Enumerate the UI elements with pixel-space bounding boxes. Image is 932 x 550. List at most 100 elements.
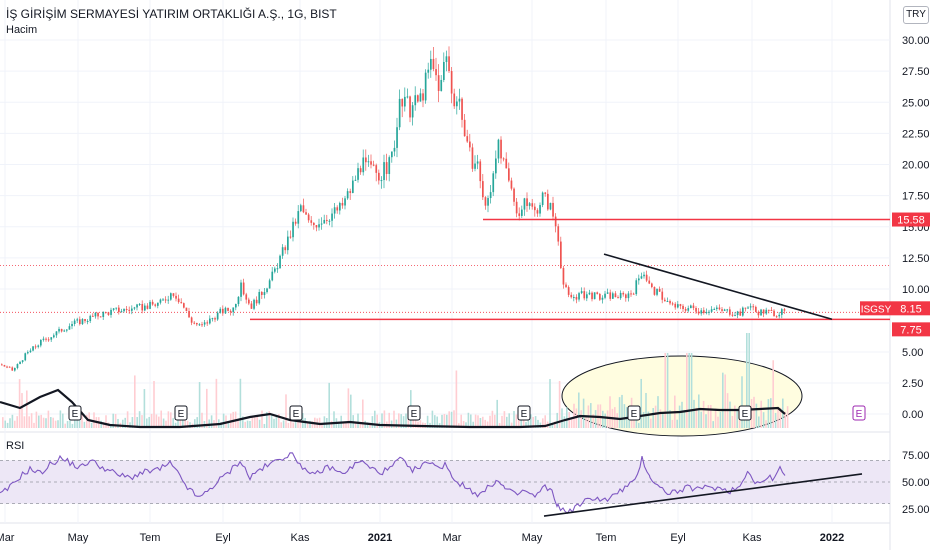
rsi-trendline bbox=[543, 473, 863, 517]
currency-button[interactable]: TRY bbox=[903, 6, 929, 24]
volume-bar bbox=[179, 419, 182, 428]
candle-body bbox=[380, 180, 383, 182]
volume-bar bbox=[52, 417, 54, 428]
volume-bar bbox=[746, 333, 748, 428]
candle-body bbox=[172, 293, 175, 296]
volume-bar bbox=[134, 375, 136, 428]
volume-bar bbox=[146, 418, 148, 428]
volume-bar bbox=[616, 413, 618, 428]
candle-body bbox=[99, 316, 102, 318]
volume-bar bbox=[436, 416, 438, 428]
volume-bar bbox=[479, 417, 482, 428]
volume-bar bbox=[371, 416, 374, 428]
earnings-marker bbox=[174, 405, 188, 421]
volume-bar bbox=[441, 414, 443, 428]
volume-bar bbox=[647, 411, 650, 428]
candle-body bbox=[682, 305, 684, 309]
candle-body bbox=[773, 310, 775, 317]
candle-body bbox=[406, 96, 409, 98]
volume-bar bbox=[642, 411, 645, 428]
candle-body bbox=[276, 268, 279, 270]
candle-body bbox=[193, 322, 196, 324]
volume-bar bbox=[83, 421, 86, 428]
volume-bar bbox=[554, 421, 556, 428]
candle-body bbox=[274, 268, 276, 272]
candle-body bbox=[578, 293, 580, 300]
volume-bar bbox=[249, 420, 251, 428]
candle-body bbox=[747, 307, 749, 309]
volume-bar bbox=[69, 413, 71, 428]
candle-body bbox=[565, 284, 567, 288]
volume-bar bbox=[650, 418, 652, 428]
candle-body bbox=[94, 312, 97, 317]
volume-bar bbox=[453, 410, 455, 428]
candle-body bbox=[643, 274, 645, 277]
candle-body bbox=[606, 292, 609, 294]
earnings-marker-label: E bbox=[411, 409, 418, 420]
volume-bar bbox=[302, 413, 304, 428]
volume-bar bbox=[496, 399, 498, 428]
candle-body bbox=[50, 337, 53, 340]
volume-bar bbox=[419, 420, 422, 428]
volume-bar bbox=[170, 412, 172, 428]
volume-bar bbox=[503, 411, 506, 428]
candle-body bbox=[11, 367, 14, 371]
volume-bar bbox=[681, 401, 683, 428]
candle-body bbox=[453, 93, 456, 107]
candle-body bbox=[601, 297, 604, 300]
volume-bar bbox=[155, 414, 158, 428]
candle-body bbox=[320, 223, 323, 225]
candle-body bbox=[331, 213, 333, 221]
candle-body bbox=[14, 367, 16, 371]
candle-body bbox=[146, 305, 149, 309]
candle-body bbox=[515, 201, 518, 214]
volume-bar bbox=[434, 415, 436, 428]
candle-body bbox=[45, 338, 47, 340]
volume-bar bbox=[431, 410, 434, 428]
volume-bar bbox=[604, 413, 606, 428]
volume-bar bbox=[150, 413, 153, 428]
volume-bar bbox=[244, 421, 246, 428]
earnings-marker-label: E bbox=[631, 409, 638, 420]
volume-bar bbox=[570, 417, 573, 428]
volume-bar bbox=[177, 420, 179, 428]
volume-bar bbox=[189, 422, 191, 428]
candle-body bbox=[333, 207, 336, 214]
candle-body bbox=[617, 297, 619, 299]
volume-bar bbox=[491, 410, 494, 428]
descending-trendline bbox=[603, 253, 833, 321]
candle-body bbox=[216, 312, 219, 320]
price-panel bbox=[0, 46, 890, 372]
volume-bar bbox=[280, 422, 282, 428]
candle-body bbox=[705, 312, 708, 314]
time-tick-label: 2021 bbox=[368, 532, 392, 544]
candle-body bbox=[315, 225, 318, 228]
volume-bar bbox=[30, 413, 33, 428]
candle-body bbox=[34, 346, 37, 348]
candle-body bbox=[742, 307, 744, 316]
volume-bar bbox=[194, 419, 196, 428]
candle-body bbox=[716, 307, 718, 310]
candle-body bbox=[596, 292, 599, 294]
candle-body bbox=[510, 180, 513, 189]
price-tick-label: 30.00 bbox=[902, 35, 930, 47]
candle-body bbox=[419, 93, 422, 102]
volume-bar bbox=[124, 417, 126, 428]
volume-bar bbox=[256, 415, 258, 428]
candle-body bbox=[391, 151, 393, 158]
candle-body bbox=[599, 293, 601, 300]
candle-body bbox=[250, 303, 253, 309]
candle-body bbox=[248, 299, 250, 304]
candle-body bbox=[372, 164, 375, 166]
volume-bar bbox=[767, 399, 770, 428]
candle-body bbox=[141, 303, 144, 311]
price-tick-label: 20.00 bbox=[902, 160, 930, 172]
candle-body bbox=[279, 255, 281, 269]
candle-body bbox=[328, 220, 331, 222]
candle-body bbox=[310, 220, 313, 223]
candle-body bbox=[266, 288, 268, 293]
candle-body bbox=[614, 293, 617, 298]
candle-body bbox=[170, 293, 172, 300]
volume-bar bbox=[383, 410, 386, 428]
candle-body bbox=[479, 161, 482, 182]
